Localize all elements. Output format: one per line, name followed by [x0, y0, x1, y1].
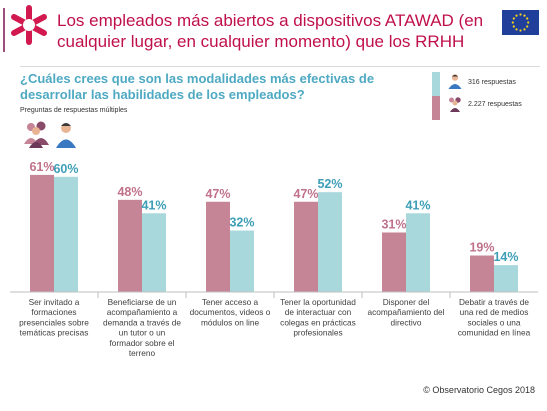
group-icon: [449, 97, 461, 112]
copyright-footer: © Observatorio Cegos 2018: [423, 385, 535, 395]
bar-hr-5: [494, 265, 518, 292]
value-label: 60%: [53, 162, 78, 176]
legend-swatch-hr: [432, 72, 440, 116]
value-label: 31%: [381, 217, 406, 231]
value-label: 61%: [29, 160, 54, 174]
divider: [20, 66, 540, 67]
value-label: 32%: [229, 216, 254, 230]
bar-employees-5: [470, 255, 494, 292]
page-title: Los empleados más abiertos a dispositivo…: [57, 11, 484, 51]
category-label: Disponer del acompañamiento del directivo: [367, 297, 444, 327]
eu-flag-icon: [502, 10, 539, 35]
bar-employees-1: [118, 199, 142, 292]
people-icon: [24, 121, 76, 148]
category-label: Ser invitado a formaciones presenciales so…: [19, 297, 89, 338]
bar-employees-2: [206, 201, 230, 292]
value-label: 47%: [205, 187, 230, 201]
bar-hr-4: [406, 213, 430, 292]
category-label: Tener acceso a documentos, videos o módulo…: [190, 297, 271, 327]
category-label: Beneficiarse de un acompañamiento a demand…: [103, 297, 181, 358]
value-label: 41%: [405, 198, 430, 212]
bar-hr-2: [230, 230, 254, 292]
multiple-answers-note: Preguntas de respuestas múltiples: [20, 107, 128, 114]
legend-label-employees: 2.227 respuestas: [468, 101, 522, 108]
bar-employees-0: [30, 174, 54, 292]
legend-label-hr: 316 respuestas: [468, 79, 516, 86]
cegos-logo-icon: [3, 5, 47, 52]
bar-hr-0: [54, 176, 78, 292]
value-label: 19%: [469, 241, 494, 255]
bar-employees-3: [294, 201, 318, 292]
category-label: Debatir a través de una red de medios soci…: [458, 297, 531, 338]
value-label: 47%: [293, 187, 318, 201]
value-label: 52%: [317, 177, 342, 191]
chart-question: ¿Cuáles crees que son las modalidades má…: [20, 71, 375, 102]
person-icon: [448, 74, 462, 89]
legend-swatch-employees: [432, 96, 440, 120]
bar-hr-1: [142, 213, 166, 292]
value-label: 48%: [117, 185, 142, 199]
bar-employees-4: [382, 232, 406, 292]
bar-hr-3: [318, 192, 342, 292]
value-label: 14%: [493, 250, 518, 264]
value-label: 41%: [141, 198, 166, 212]
category-label: Tener la oportunidad de interactuar con co…: [280, 297, 356, 338]
